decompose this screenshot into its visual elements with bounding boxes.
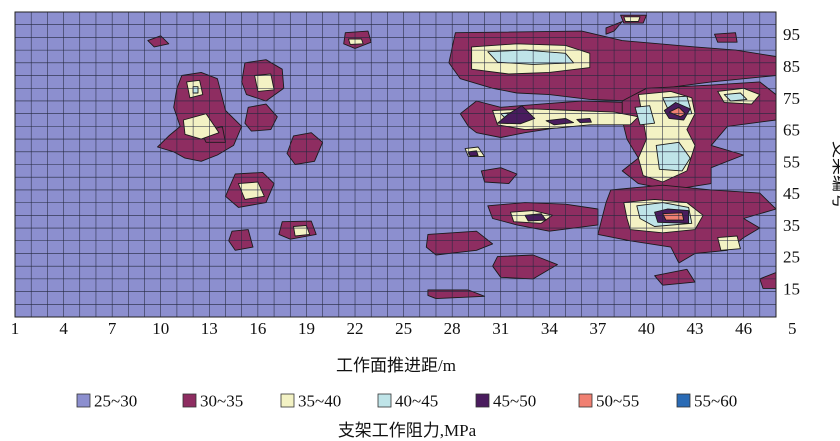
legend-swatch [281, 394, 294, 407]
legend-item: 30~35 [183, 392, 243, 411]
y-tick-label: 55 [783, 152, 800, 171]
region-35 [349, 39, 364, 44]
legend-item: 45~50 [476, 392, 536, 411]
x-tick-label: 4 [59, 319, 68, 338]
y-tick-label: 65 [783, 121, 800, 140]
legend-item: 25~30 [77, 392, 137, 411]
x-tick-label: 37 [589, 319, 607, 338]
x-tick-label: 10 [152, 319, 169, 338]
region-29 [718, 236, 741, 250]
y-axis-label: 支架编号 [830, 141, 840, 209]
y-tick-label: 15 [783, 279, 800, 298]
legend-label: 35~40 [298, 392, 341, 411]
x-tick-label: 28 [444, 319, 461, 338]
y-tick-label: 45 [783, 184, 800, 203]
x-tick-label: 19 [298, 319, 315, 338]
x-tick-label: 7 [108, 319, 117, 338]
y-tick-label: 85 [783, 57, 800, 76]
legend-title: 支架工作阻力,MPa [338, 421, 477, 440]
legend-item: 55~60 [677, 392, 737, 411]
region-55 [663, 213, 684, 220]
legend-item: 40~45 [378, 392, 438, 411]
x-tick-label: 34 [541, 319, 559, 338]
legend-label: 55~60 [694, 392, 737, 411]
x-tick-label: 5 [788, 319, 797, 338]
region-38 [624, 17, 640, 22]
y-tick-label: 95 [783, 25, 800, 44]
x-tick-label: 46 [735, 319, 752, 338]
legend-swatch [677, 394, 690, 407]
region-49 [577, 118, 592, 122]
y-axis-ticks: 95 85 75 65 55 45 35 25 15 [783, 25, 800, 298]
legend-swatch [183, 394, 196, 407]
y-tick-label: 75 [783, 89, 800, 108]
x-tick-label: 40 [638, 319, 655, 338]
legend-item: 50~55 [579, 392, 639, 411]
legend-swatch [476, 394, 489, 407]
legend-swatch [579, 394, 592, 407]
legend-label: 50~55 [596, 392, 639, 411]
legend-label: 45~50 [493, 392, 536, 411]
region-31 [294, 226, 310, 237]
legend-swatch [378, 394, 391, 407]
region-44 [193, 87, 198, 93]
x-tick-label: 31 [492, 319, 509, 338]
legend-label: 30~35 [200, 392, 243, 411]
x-axis-label: 工作面推进距/m [336, 356, 456, 375]
x-tick-label: 16 [249, 319, 266, 338]
x-tick-label: 22 [347, 319, 364, 338]
x-tick-label: 13 [201, 319, 218, 338]
y-tick-label: 35 [783, 216, 800, 235]
legend: 25~30 30~35 35~40 40~45 45~50 50~55 55~60 [77, 392, 737, 411]
x-axis-ticks: 1 4 7 10 13 16 19 22 25 28 31 34 37 40 43 46 5 [11, 319, 797, 338]
region-34 [255, 74, 275, 91]
x-tick-label: 43 [687, 319, 704, 338]
legend-item: 35~40 [281, 392, 341, 411]
y-tick-label: 25 [783, 248, 800, 267]
legend-label: 40~45 [395, 392, 438, 411]
x-tick-label: 25 [395, 319, 412, 338]
legend-label: 25~30 [94, 392, 137, 411]
legend-swatch [77, 394, 90, 407]
x-tick-label: 1 [11, 319, 20, 338]
